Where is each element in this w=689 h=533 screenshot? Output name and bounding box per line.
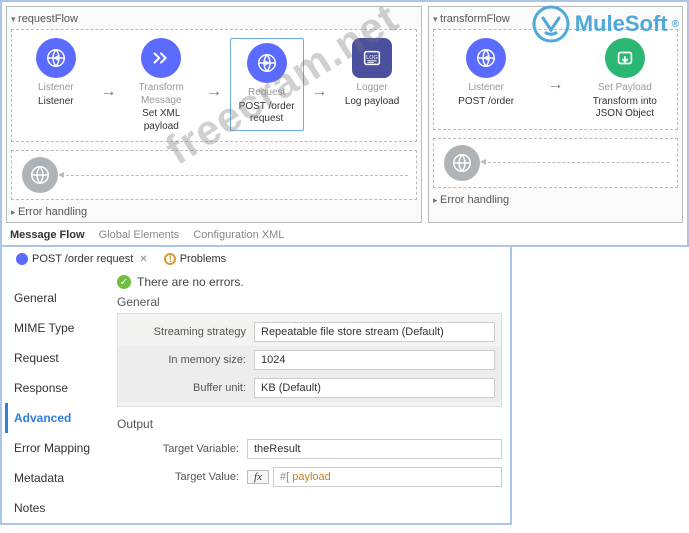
arrow-icon: →	[204, 83, 224, 101]
tab-config-xml[interactable]: Configuration XML	[193, 229, 284, 241]
tab-global-elements[interactable]: Global Elements	[99, 229, 180, 241]
properties-body: ✓ There are no errors. General Streaming…	[117, 267, 510, 523]
target-value-label: Target Value:	[117, 471, 247, 483]
close-icon[interactable]: ✕	[139, 254, 147, 265]
node-type: Listener	[38, 82, 74, 95]
node-type: Request	[248, 87, 285, 100]
node-transform[interactable]: Transform Message Set XML payload	[124, 38, 198, 133]
side-tab-advanced[interactable]: Advanced	[5, 403, 117, 433]
side-tab-metadata[interactable]: Metadata	[14, 463, 117, 493]
log-icon: LOG	[352, 38, 392, 78]
mulesoft-logo-icon	[531, 4, 571, 44]
file-tab-problems[interactable]: Problems	[160, 251, 230, 267]
dashed-return-arrow	[488, 162, 669, 163]
node-label: Set XML payload	[124, 108, 198, 133]
globe-icon	[36, 38, 76, 78]
flow-requestflow[interactable]: requestFlow Listener Listener → Transfor…	[6, 6, 422, 223]
node-listener[interactable]: Listener POST /order	[449, 38, 523, 108]
mulesoft-logo-text: MuleSoft	[575, 11, 668, 37]
file-tab-label: POST /order request	[32, 253, 133, 265]
side-tab-error-mapping[interactable]: Error Mapping	[14, 433, 117, 463]
globe-gray-icon	[444, 145, 480, 181]
flow-title: requestFlow	[11, 13, 417, 25]
target-value-input[interactable]: #[ payload	[273, 467, 502, 487]
node-type: Logger	[356, 82, 387, 95]
node-label: Transform into JSON Object	[588, 96, 662, 121]
validation-text: There are no errors.	[137, 275, 244, 289]
node-type: Transform Message	[124, 82, 198, 107]
node-listener[interactable]: Listener Listener	[19, 38, 93, 108]
node-type: Listener	[468, 82, 504, 95]
svg-text:LOG: LOG	[366, 55, 378, 61]
node-request-selected[interactable]: Request POST /order request	[230, 38, 304, 131]
chevrons-icon	[141, 38, 181, 78]
flow-process-lane: Listener POST /order → Set Payload Trans…	[433, 29, 678, 130]
payload-box-icon	[605, 38, 645, 78]
registered-mark: ®	[672, 19, 679, 30]
node-logger[interactable]: LOG Logger Log payload	[335, 38, 409, 108]
node-type: Set Payload	[598, 82, 652, 95]
properties-panel: POST /order request ✕ Problems General M…	[0, 247, 512, 525]
node-label: Log payload	[345, 96, 400, 109]
side-tab-general[interactable]: General	[14, 283, 117, 313]
properties-side-tabs: General MIME Type Request Response Advan…	[2, 261, 117, 523]
tab-message-flow[interactable]: Message Flow	[10, 229, 85, 241]
memory-input[interactable]: 1024	[254, 350, 495, 370]
buffer-label: Buffer unit:	[124, 382, 254, 394]
expr-prefix: #[	[280, 471, 292, 483]
expr-payload: payload	[292, 471, 331, 483]
flow-process-lane: Listener Listener → Transform Message Se…	[11, 29, 417, 142]
arrow-icon: →	[545, 76, 565, 94]
canvas: MuleSoft ® requestFlow Listener Listener …	[0, 0, 689, 247]
target-variable-input[interactable]: theResult	[247, 439, 502, 459]
fx-button[interactable]: fx	[247, 470, 269, 484]
general-group: Streaming strategy Repeatable file store…	[117, 313, 502, 407]
streaming-label: Streaming strategy	[124, 326, 254, 338]
arrow-icon: →	[309, 83, 329, 101]
node-label: POST /order request	[235, 101, 299, 126]
streaming-value[interactable]: Repeatable file store stream (Default)	[254, 322, 495, 342]
file-tabs: POST /order request ✕ Problems	[12, 251, 230, 267]
section-output-label: Output	[117, 417, 502, 431]
file-tab-label: Problems	[180, 253, 226, 265]
flow-error-lane	[11, 150, 417, 200]
validation-status: ✓ There are no errors.	[117, 275, 502, 289]
memory-label: In memory size:	[124, 354, 254, 366]
side-tab-mime[interactable]: MIME Type	[14, 313, 117, 343]
buffer-select[interactable]: KB (Default)	[254, 378, 495, 398]
dashed-return-arrow	[66, 175, 408, 176]
error-handling-toggle[interactable]: Error handling	[11, 206, 417, 218]
node-label: POST /order	[458, 96, 514, 109]
file-tab-request[interactable]: POST /order request ✕	[12, 251, 152, 267]
side-tab-request[interactable]: Request	[14, 343, 117, 373]
side-tab-notes[interactable]: Notes	[14, 493, 117, 523]
globe-gray-icon	[22, 157, 58, 193]
globe-icon	[247, 43, 287, 83]
connector-dot-icon	[16, 253, 28, 265]
side-tab-response[interactable]: Response	[14, 373, 117, 403]
flow-error-lane	[433, 138, 678, 188]
arrow-icon: →	[99, 83, 119, 101]
editor-tabs: Message Flow Global Elements Configurati…	[6, 229, 683, 241]
warning-icon	[164, 253, 176, 265]
target-variable-label: Target Variable:	[117, 443, 247, 455]
node-label: Listener	[38, 96, 74, 109]
section-general-label: General	[117, 295, 502, 309]
globe-icon	[466, 38, 506, 78]
check-icon: ✓	[117, 275, 131, 289]
node-set-payload[interactable]: Set Payload Transform into JSON Object	[588, 38, 662, 121]
error-handling-toggle[interactable]: Error handling	[433, 194, 678, 206]
mulesoft-logo: MuleSoft ®	[531, 4, 679, 44]
